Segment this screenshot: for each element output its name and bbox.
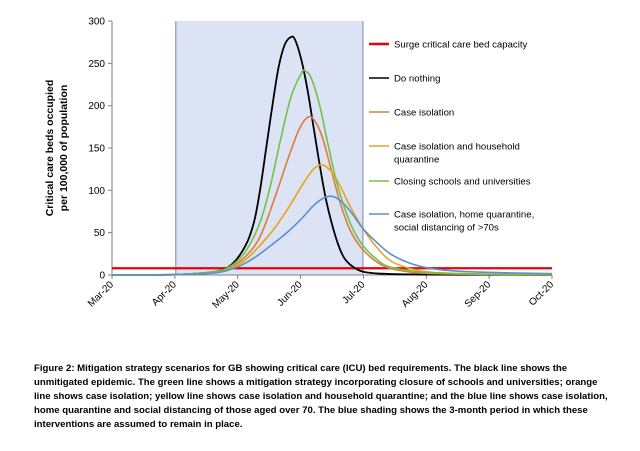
x-tick-label: Jun-20 bbox=[275, 279, 305, 309]
x-tick-label: Apr-20 bbox=[150, 279, 179, 308]
legend-label: Surge critical care bed capacity bbox=[394, 40, 528, 51]
series-line-1 bbox=[111, 115, 553, 276]
x-tick-label: Jul-20 bbox=[341, 279, 368, 306]
legend-label: social distancing of >70s bbox=[394, 223, 499, 234]
series-line-0 bbox=[111, 35, 553, 276]
legend-label: quarantine bbox=[394, 155, 439, 166]
intervention-period-shading bbox=[175, 21, 363, 275]
legend: Surge critical care bed capacity Do nothi… bbox=[369, 40, 534, 234]
series-line-2 bbox=[111, 164, 553, 276]
y-tick-label: 250 bbox=[88, 59, 105, 70]
plot-area: 0 50 100 150 200 250 300 Mar-20 Apr-20 May-20 Jun-… bbox=[86, 17, 556, 311]
y-axis-title: Critical care beds occupied per 100,000 o… bbox=[44, 80, 70, 217]
x-tick-label: Mar-20 bbox=[86, 279, 116, 309]
legend-label: Case isolation and household bbox=[394, 142, 520, 153]
x-tick-label: Oct-20 bbox=[527, 279, 556, 308]
legend-label: Closing schools and universities bbox=[394, 177, 531, 188]
icu-chart: 0 50 100 150 200 250 300 Mar-20 Apr-20 May-20 Jun-… bbox=[44, 17, 556, 311]
y-tick-label: 150 bbox=[88, 144, 105, 155]
x-tick-label: Aug-20 bbox=[400, 279, 431, 310]
y-tick-label: 0 bbox=[99, 271, 105, 282]
legend-label: Do nothing bbox=[394, 74, 440, 85]
y-tick-label: 300 bbox=[88, 17, 105, 28]
y-axis-title-line: Critical care beds occupied bbox=[44, 80, 56, 217]
series-line-3 bbox=[111, 69, 553, 276]
x-tick-label: Sep-20 bbox=[463, 279, 494, 310]
series-line-4 bbox=[111, 195, 553, 276]
legend-label: Case isolation bbox=[394, 108, 454, 119]
y-axis-title-line: per 100,000 of population bbox=[58, 85, 70, 212]
figure-caption: Figure 2: Mitigation strategy scenarios … bbox=[34, 363, 608, 430]
y-tick-label: 50 bbox=[94, 228, 106, 239]
y-tick-label: 200 bbox=[88, 101, 105, 112]
x-tick-label: May-20 bbox=[210, 279, 242, 311]
legend-label: Case isolation, home quarantine, bbox=[394, 210, 534, 221]
y-tick-label: 100 bbox=[88, 186, 105, 197]
